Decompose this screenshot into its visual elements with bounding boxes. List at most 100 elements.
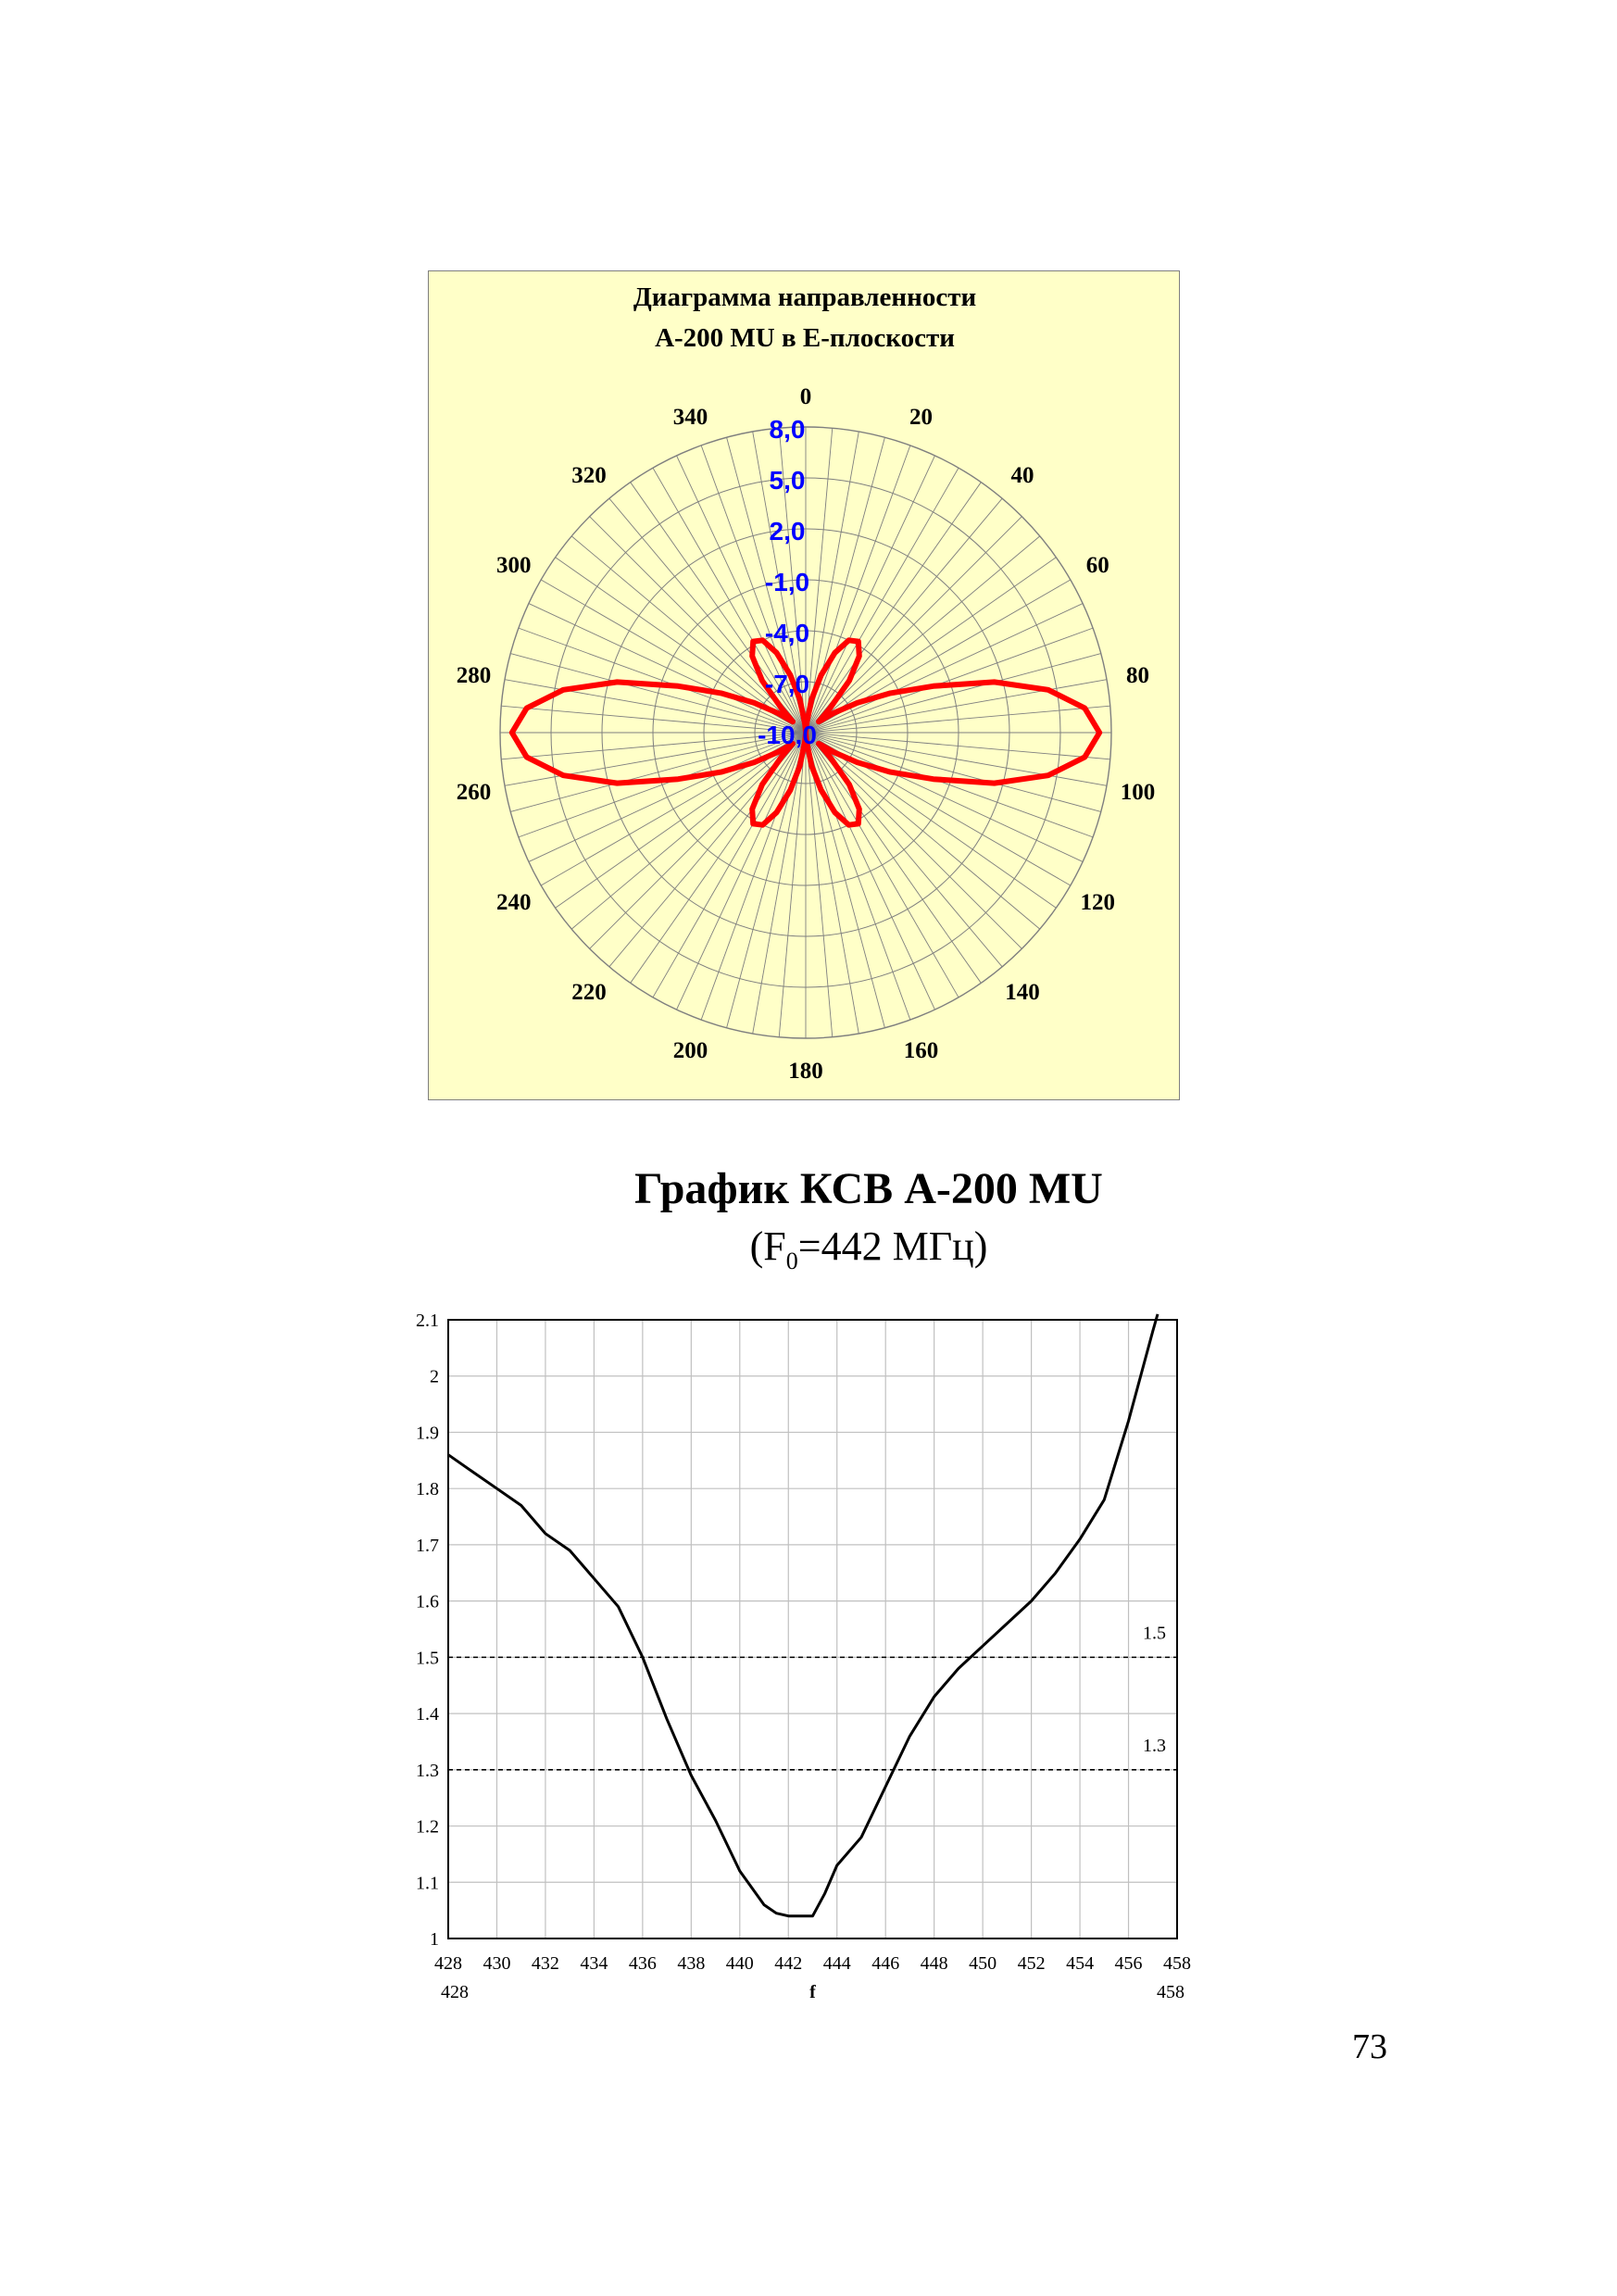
angle-tick-label: 0 <box>800 384 812 409</box>
polar-spoke <box>630 482 807 734</box>
polar-spoke <box>805 732 1101 812</box>
polar-spoke <box>805 679 1108 734</box>
y-tick-label: 1.4 <box>416 1704 439 1725</box>
radial-tick-label: -7,0 <box>765 670 809 698</box>
polar-spoke <box>805 603 1084 734</box>
angle-tick-label: 60 <box>1086 553 1109 578</box>
polar-spoke <box>652 732 807 998</box>
polar-spoke <box>805 455 935 734</box>
polar-spoke <box>805 732 1057 909</box>
angle-tick-label: 240 <box>496 890 532 915</box>
x-tick-label: 448 <box>921 1953 948 1974</box>
x-range-start-label: 428 <box>441 1982 469 2002</box>
vswr-curve <box>447 1313 1159 1918</box>
x-tick-label: 452 <box>1018 1953 1046 1974</box>
angle-tick-label: 260 <box>457 780 492 805</box>
x-tick-label: 432 <box>532 1953 559 1974</box>
polar-spoke <box>501 732 807 760</box>
polar-spoke <box>805 516 1022 734</box>
x-tick-label: 442 <box>774 1953 802 1974</box>
polar-title-line2: А-200 MU в Е-плоскости <box>655 323 955 353</box>
polar-title-line1: Диаграмма направленности <box>633 282 977 312</box>
polar-spoke <box>652 467 807 734</box>
y-tick-label: 1.1 <box>416 1873 439 1893</box>
polar-spoke <box>805 627 1094 734</box>
polar-spoke <box>805 653 1101 734</box>
y-tick-label: 2.1 <box>416 1311 439 1331</box>
polar-spoke <box>518 732 807 838</box>
polar-spoke <box>555 732 807 909</box>
polar-spoke <box>805 732 911 1021</box>
polar-spoke <box>510 732 807 812</box>
x-tick-label: 436 <box>629 1953 657 1974</box>
vswr-chart-title: График КСВ А-200 MU <box>634 1164 1103 1213</box>
polar-spoke <box>570 535 807 734</box>
polar-spoke <box>504 732 807 786</box>
angle-tick-label: 300 <box>496 553 532 578</box>
angle-tick-label: 220 <box>571 980 607 1005</box>
angle-tick-label: 320 <box>571 463 607 488</box>
polar-spoke <box>676 455 807 734</box>
polar-spoke <box>778 428 807 734</box>
polar-spoke <box>805 535 1041 734</box>
polar-spoke <box>805 732 834 1037</box>
radial-tick-label: 8,0 <box>770 415 806 444</box>
polar-spoke <box>630 732 807 984</box>
polar-spoke <box>805 467 959 734</box>
polar-spoke <box>518 627 807 734</box>
y-tick-label: 1.3 <box>416 1761 439 1781</box>
polar-spoke <box>528 732 807 862</box>
polar-spoke <box>805 732 1022 949</box>
polar-chart: 0 20 40 60 80 100 120 140 160 180 200 220 240 260 280 3… <box>457 384 1156 1084</box>
x-axis-label: f <box>809 1982 816 2002</box>
x-tick-label: 456 <box>1115 1953 1143 1974</box>
y-tick-label: 1.2 <box>416 1817 439 1838</box>
x-tick-label: 438 <box>677 1953 705 1974</box>
polar-spoke <box>805 705 1110 734</box>
angle-tick-label: 20 <box>909 405 933 430</box>
polar-spoke <box>752 431 807 734</box>
polar-spoke <box>528 603 807 734</box>
polar-spoke <box>805 482 982 734</box>
radial-tick-label: -10,0 <box>758 721 817 749</box>
x-tick-label: 440 <box>726 1953 754 1974</box>
polar-spoke <box>570 732 807 930</box>
polar-spoke <box>805 732 859 1035</box>
polar-spoke <box>555 557 807 734</box>
radiation-pattern-line <box>508 637 1103 828</box>
polar-spoke <box>805 732 1041 930</box>
y-tick-label: 2 <box>430 1367 439 1387</box>
angle-tick-label: 180 <box>788 1059 823 1084</box>
polar-spoke <box>700 445 807 734</box>
x-tick-label: 450 <box>969 1953 997 1974</box>
angle-tick-label: 100 <box>1121 780 1156 805</box>
polar-spoke <box>805 732 1108 786</box>
polar-spoke <box>805 732 959 998</box>
subtitle-suffix: =442 МГц) <box>797 1223 988 1269</box>
polar-spoke <box>589 516 807 734</box>
polar-spoke <box>805 732 1110 760</box>
polar-spoke <box>805 732 1084 862</box>
y-tick-label: 1.9 <box>416 1423 439 1443</box>
angle-tick-label: 120 <box>1080 890 1115 915</box>
plot-frame <box>447 1319 1178 1939</box>
x-tick-label: 454 <box>1066 1953 1094 1974</box>
x-tick-label: 458 <box>1163 1953 1191 1974</box>
y-tick-label: 1 <box>430 1929 439 1950</box>
radial-tick-label: -1,0 <box>765 568 809 596</box>
subtitle-prefix: (F <box>749 1223 786 1269</box>
radial-tick-label: 2,0 <box>770 517 806 546</box>
polar-spoke <box>805 732 935 1010</box>
polar-spoke <box>805 428 834 734</box>
reference-line-label: 1.5 <box>1143 1623 1166 1643</box>
y-tick-label: 1.5 <box>416 1648 439 1668</box>
radial-tick-label: 5,0 <box>770 466 806 495</box>
x-tick-label: 428 <box>434 1953 462 1974</box>
polar-spoke <box>504 679 807 734</box>
x-tick-label: 444 <box>823 1953 851 1974</box>
polar-spoke <box>805 445 911 734</box>
polar-spoke <box>805 431 859 734</box>
polar-spoke <box>501 705 807 734</box>
angle-tick-label: 280 <box>457 663 492 688</box>
y-tick-label: 1.7 <box>416 1536 439 1556</box>
